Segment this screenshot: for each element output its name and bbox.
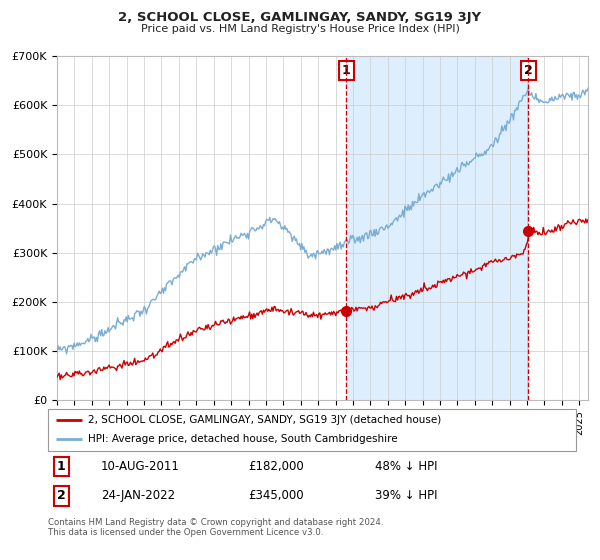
- Text: 39% ↓ HPI: 39% ↓ HPI: [376, 489, 438, 502]
- Text: 2, SCHOOL CLOSE, GAMLINGAY, SANDY, SG19 3JY (detached house): 2, SCHOOL CLOSE, GAMLINGAY, SANDY, SG19 …: [88, 415, 441, 425]
- Text: 24-JAN-2022: 24-JAN-2022: [101, 489, 175, 502]
- FancyBboxPatch shape: [48, 409, 576, 451]
- Text: 2: 2: [57, 489, 65, 502]
- Text: HPI: Average price, detached house, South Cambridgeshire: HPI: Average price, detached house, Sout…: [88, 435, 397, 445]
- Text: 10-AUG-2011: 10-AUG-2011: [101, 460, 179, 473]
- Text: Contains HM Land Registry data © Crown copyright and database right 2024.
This d: Contains HM Land Registry data © Crown c…: [48, 518, 383, 538]
- Text: 1: 1: [57, 460, 65, 473]
- Text: Price paid vs. HM Land Registry's House Price Index (HPI): Price paid vs. HM Land Registry's House …: [140, 24, 460, 34]
- Text: 48% ↓ HPI: 48% ↓ HPI: [376, 460, 438, 473]
- Text: £345,000: £345,000: [248, 489, 304, 502]
- Text: £182,000: £182,000: [248, 460, 304, 473]
- Bar: [346, 56, 528, 400]
- Text: 2: 2: [524, 64, 533, 77]
- Text: 1: 1: [342, 64, 350, 77]
- Text: 2, SCHOOL CLOSE, GAMLINGAY, SANDY, SG19 3JY: 2, SCHOOL CLOSE, GAMLINGAY, SANDY, SG19 …: [118, 11, 482, 24]
